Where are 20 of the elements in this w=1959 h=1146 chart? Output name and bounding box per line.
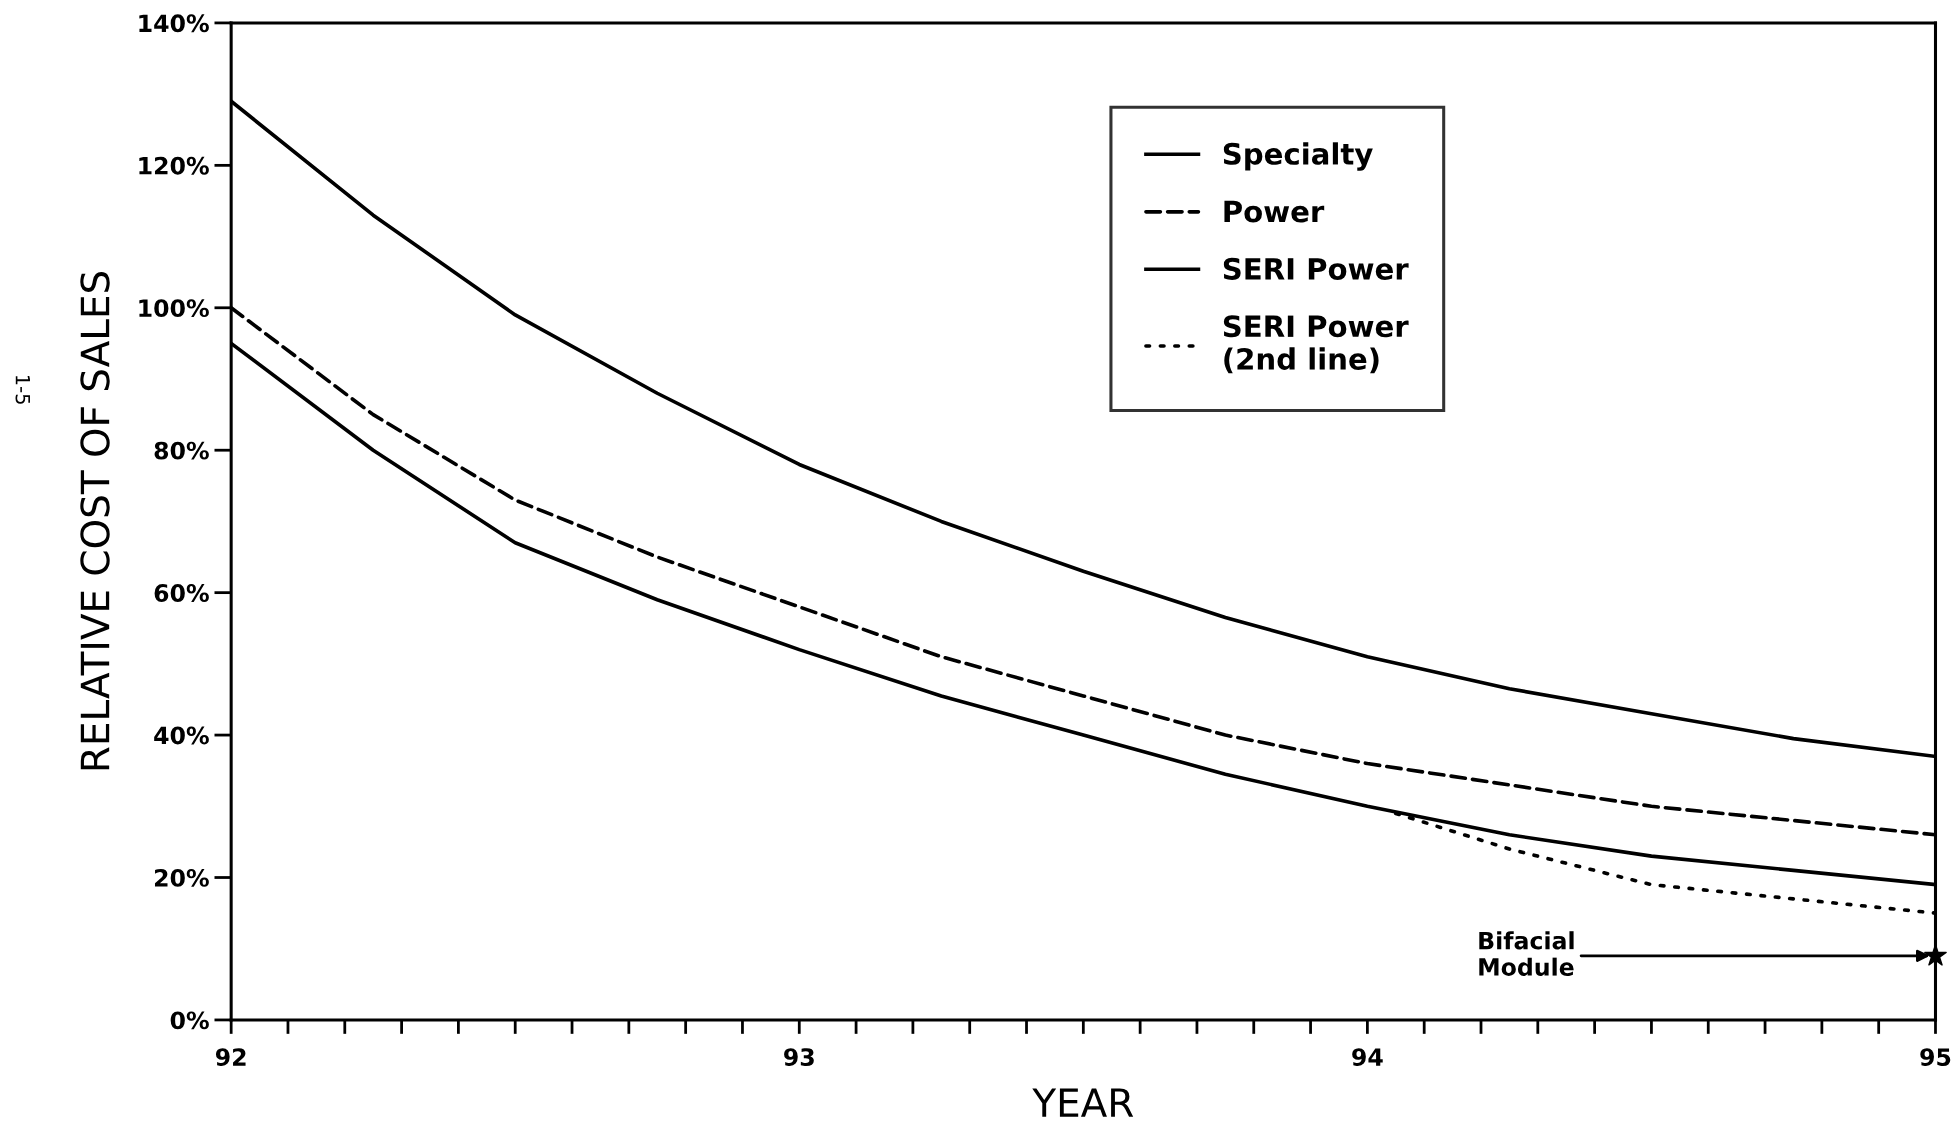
y-tick-label: 20%	[154, 868, 209, 887]
y-tick-label: 100%	[139, 299, 209, 318]
y-tick-label: 0%	[170, 1011, 209, 1030]
x-tick-label: 95	[1920, 1048, 1951, 1066]
text: 1-5	[15, 375, 30, 404]
annotation: Bifacial Module	[1479, 931, 1574, 976]
x-axis-title: YEAR	[1032, 1088, 1134, 1117]
legend-label: SERI Power (2nd line)	[1223, 315, 1409, 374]
x-tick-label: 93	[784, 1048, 814, 1066]
legend-label: Specialty	[1223, 142, 1373, 171]
y-tick-label: 40%	[154, 726, 209, 745]
y-tick-label: 80%	[154, 441, 209, 460]
y-axis-title: RELATIVE COST OF SALES	[80, 271, 110, 770]
x-tick-label: 92	[215, 1048, 246, 1066]
legend-label: Power	[1224, 200, 1325, 223]
y-tick-label: 140%	[139, 14, 209, 33]
y-tick-label: 60%	[154, 584, 209, 602]
y-tick-label: 120%	[139, 156, 209, 175]
legend-label: SERI Power	[1223, 257, 1409, 280]
x-tick-label: 94	[1352, 1048, 1383, 1066]
